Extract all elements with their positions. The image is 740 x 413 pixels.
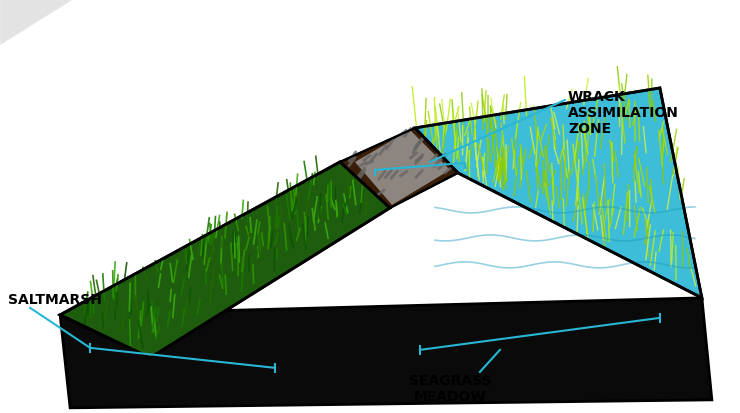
Text: WRACK
ASSIMILATION
ZONE: WRACK ASSIMILATION ZONE bbox=[568, 90, 679, 136]
Polygon shape bbox=[355, 130, 450, 205]
Text: SALTMARSH: SALTMARSH bbox=[8, 293, 102, 307]
Polygon shape bbox=[415, 88, 702, 298]
Polygon shape bbox=[340, 128, 458, 208]
Text: SEAGRASS
MEADOW: SEAGRASS MEADOW bbox=[408, 374, 491, 404]
Polygon shape bbox=[60, 298, 712, 408]
Polygon shape bbox=[60, 162, 390, 358]
Polygon shape bbox=[0, 0, 72, 45]
